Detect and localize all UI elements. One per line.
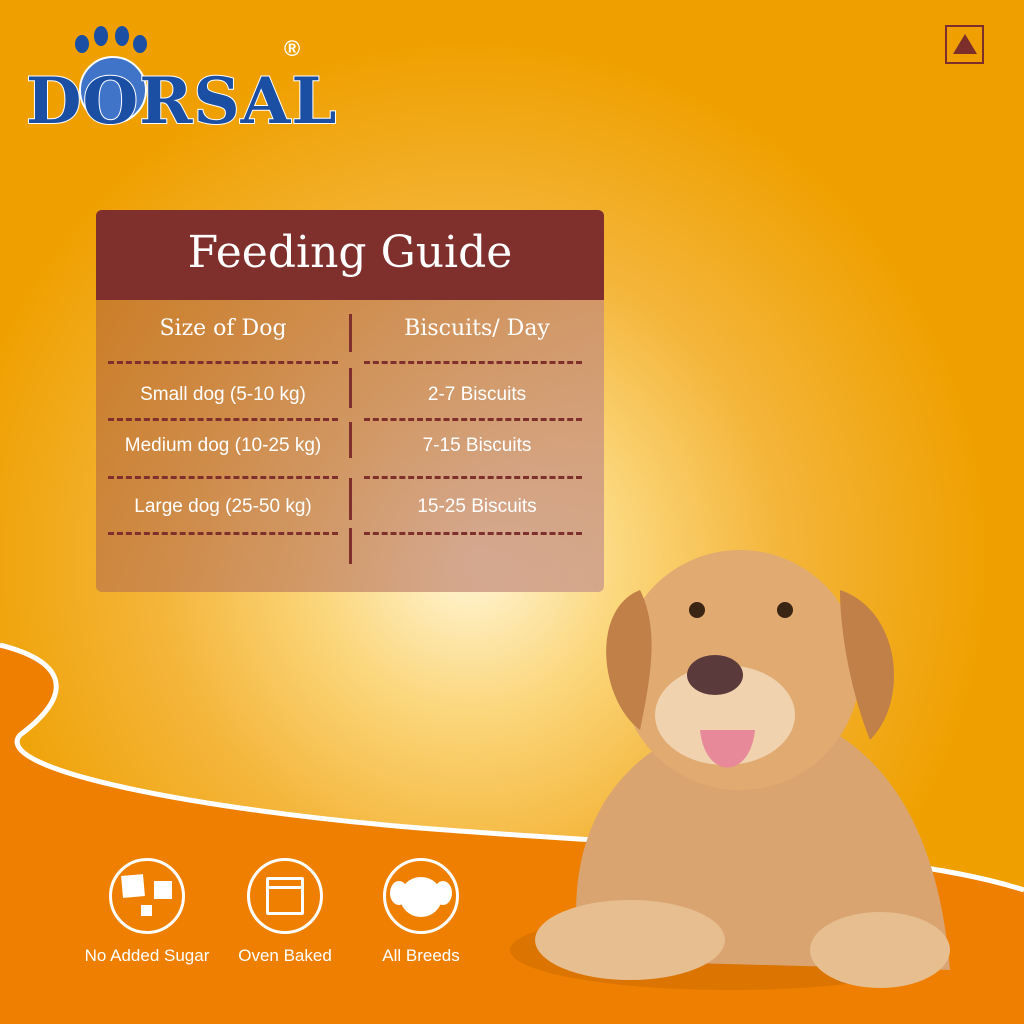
divider — [364, 476, 582, 479]
biscuits-cell: 7-15 Biscuits — [422, 435, 532, 456]
sugar-cubes-icon — [109, 858, 185, 934]
feature-no-added-sugar: No Added Sugar — [72, 858, 222, 966]
divider — [364, 532, 582, 535]
feeding-guide-title: Feeding Guide — [96, 210, 604, 300]
divider — [349, 528, 352, 564]
non-veg-symbol-icon — [945, 25, 984, 64]
divider — [108, 476, 338, 479]
dog-face-icon — [383, 858, 459, 934]
golden-retriever-image — [510, 550, 950, 990]
divider — [364, 418, 582, 421]
table-row: Small dog (5-10 kg) 2-7 Biscuits — [96, 384, 604, 406]
registered-mark: ® — [284, 36, 301, 61]
divider — [108, 532, 338, 535]
table-row: Large dog (25-50 kg) 15-25 Biscuits — [96, 496, 604, 518]
biscuits-cell: 2-7 Biscuits — [427, 384, 527, 405]
feature-all-breeds: All Breeds — [346, 858, 496, 966]
divider — [349, 368, 352, 408]
column-header-biscuits: Biscuits/ Day — [404, 316, 550, 341]
column-header-size: Size of Dog — [159, 316, 287, 341]
feeding-guide-table: Feeding Guide Size of Dog Biscuits/ Day … — [96, 210, 604, 592]
divider — [349, 314, 352, 352]
size-cell: Medium dog (10-25 kg) — [124, 435, 322, 456]
feature-label: All Breeds — [382, 946, 460, 965]
paw-icon — [75, 26, 147, 124]
table-row: Medium dog (10-25 kg) 7-15 Biscuits — [96, 435, 604, 457]
divider — [349, 478, 352, 520]
size-cell: Large dog (25-50 kg) — [134, 496, 312, 517]
feature-label: Oven Baked — [238, 946, 332, 965]
brand-name: DORSAL — [25, 63, 338, 140]
divider — [108, 418, 338, 421]
oven-icon — [247, 858, 323, 934]
divider — [349, 422, 352, 458]
dorsal-logo: DORSAL ® — [25, 22, 337, 140]
table-header: Size of Dog Biscuits/ Day — [96, 316, 604, 341]
feature-label: No Added Sugar — [84, 946, 210, 965]
biscuits-cell: 15-25 Biscuits — [417, 496, 537, 517]
feature-oven-baked: Oven Baked — [210, 858, 360, 966]
divider — [364, 361, 582, 364]
divider — [108, 361, 338, 364]
size-cell: Small dog (5-10 kg) — [140, 384, 306, 405]
